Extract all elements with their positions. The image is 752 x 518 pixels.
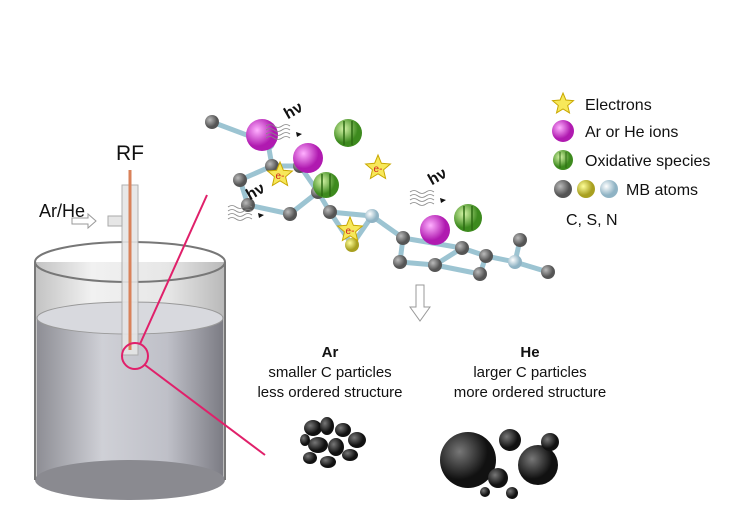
photon-wave bbox=[265, 128, 291, 132]
legend: Electrons Ar or He ions Oxidative species M… bbox=[552, 97, 710, 199]
beaker-bottom bbox=[35, 460, 225, 500]
electron-label: e- bbox=[276, 171, 285, 182]
electrode bbox=[128, 170, 132, 350]
atom bbox=[345, 238, 359, 252]
photon-label: hν bbox=[281, 99, 306, 123]
product-text: more ordered structure bbox=[454, 384, 607, 401]
ar-particles bbox=[300, 417, 366, 468]
zoom-line bbox=[144, 364, 266, 456]
photon-wave bbox=[227, 209, 253, 213]
product-text: larger C particles bbox=[473, 364, 586, 381]
photon-wave bbox=[227, 217, 253, 221]
product-gas: Ar bbox=[322, 344, 339, 361]
photon-wave bbox=[409, 202, 435, 206]
atom bbox=[283, 207, 297, 221]
atom bbox=[513, 233, 527, 247]
zoom-line bbox=[139, 194, 208, 345]
gas-arrow bbox=[71, 212, 97, 230]
oxidative-species bbox=[313, 172, 339, 198]
atom bbox=[241, 198, 255, 212]
photon-label: hν bbox=[425, 165, 450, 189]
process-arrow bbox=[409, 284, 431, 322]
atom bbox=[428, 258, 442, 272]
photon-arrow bbox=[296, 132, 302, 137]
legend-symbol bbox=[551, 91, 575, 114]
legend-label: Ar or He ions bbox=[585, 124, 678, 141]
legend-label: Oxidative species bbox=[585, 153, 710, 170]
photon-arrow bbox=[440, 198, 446, 203]
oxidative-species bbox=[454, 204, 482, 232]
atom bbox=[323, 205, 337, 219]
zoom-circle bbox=[121, 342, 149, 370]
photon-wave bbox=[227, 205, 253, 209]
atom bbox=[479, 249, 493, 263]
legend-symbol bbox=[552, 120, 574, 142]
atom bbox=[205, 115, 219, 129]
product-text: less ordered structure bbox=[257, 384, 402, 401]
electron-label: e- bbox=[346, 226, 355, 237]
atom bbox=[473, 267, 487, 281]
bond bbox=[329, 209, 373, 219]
bond bbox=[247, 202, 291, 217]
gas-inlet bbox=[107, 215, 123, 227]
atom bbox=[233, 173, 247, 187]
electron bbox=[336, 215, 364, 242]
legend-symbol bbox=[553, 150, 573, 170]
legend-symbol bbox=[554, 180, 572, 198]
photon-arrow bbox=[258, 213, 264, 218]
product-text: smaller C particles bbox=[268, 364, 391, 381]
legend-symbol bbox=[600, 180, 618, 198]
atom bbox=[541, 265, 555, 279]
legend-symbol bbox=[577, 180, 595, 198]
atom bbox=[396, 231, 410, 245]
atom bbox=[393, 255, 407, 269]
atom bbox=[265, 159, 279, 173]
electron bbox=[266, 160, 294, 187]
photon-wave bbox=[409, 198, 435, 202]
photon-wave bbox=[265, 132, 291, 136]
legend-note: C, S, N bbox=[566, 212, 618, 229]
ion bbox=[420, 215, 450, 245]
photon-wave bbox=[265, 124, 291, 128]
oxidative-species bbox=[334, 119, 362, 147]
electron bbox=[364, 153, 392, 180]
atom bbox=[365, 209, 379, 223]
legend-label: MB atoms bbox=[626, 182, 698, 199]
legend-label: Electrons bbox=[585, 97, 652, 114]
products: Ar smaller C particles less ordered struct… bbox=[257, 344, 606, 401]
photon-wave bbox=[409, 194, 435, 198]
electron-label: e- bbox=[374, 164, 383, 175]
gas-label: Ar/He bbox=[39, 201, 85, 221]
ion bbox=[246, 119, 278, 151]
atom bbox=[455, 241, 469, 255]
atom bbox=[508, 255, 522, 269]
bond bbox=[434, 262, 481, 277]
he-particles bbox=[440, 429, 559, 499]
scene bbox=[34, 170, 559, 500]
ion bbox=[293, 143, 323, 173]
rf-label: RF bbox=[116, 142, 144, 165]
photon-wave bbox=[227, 213, 253, 217]
photon-wave bbox=[265, 136, 291, 140]
photon-wave bbox=[409, 190, 435, 194]
product-gas: He bbox=[520, 344, 539, 361]
